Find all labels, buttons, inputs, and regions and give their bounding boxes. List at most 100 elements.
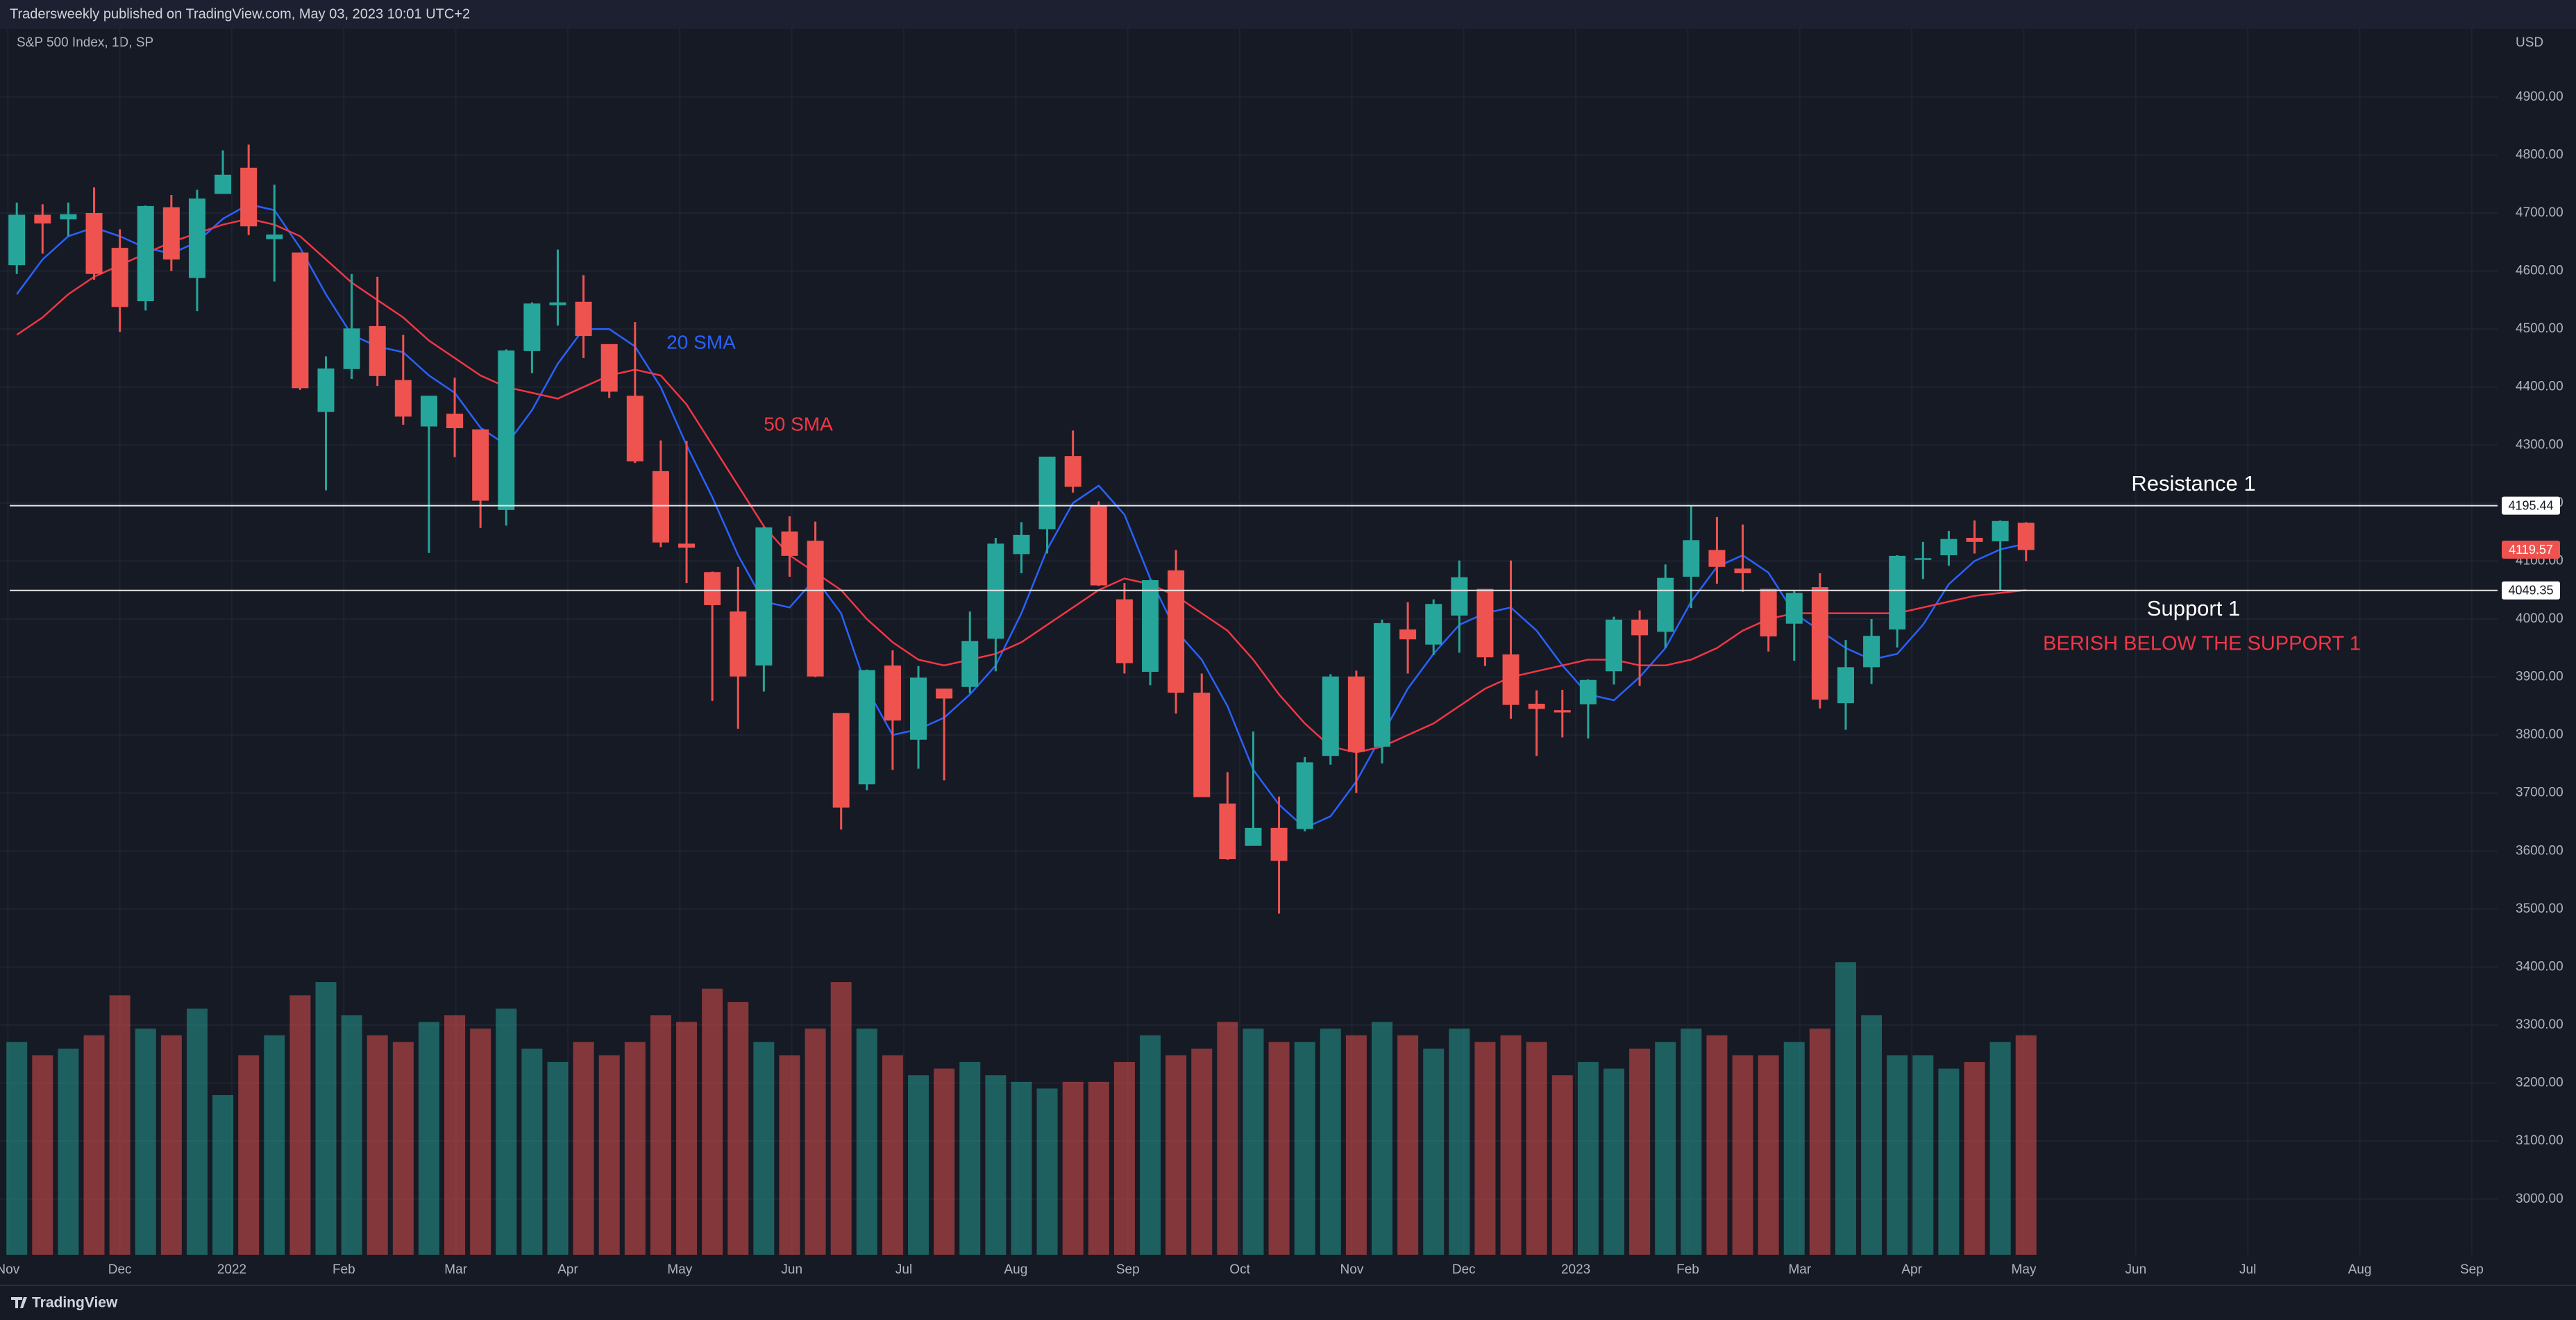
candle-body [1966,537,1983,542]
candle-body [162,207,180,260]
y-tick-label: 3400.00 [2516,959,2564,974]
last-price-label: 4119.57 [2509,543,2553,557]
volume-bar [470,1029,491,1255]
candle-body [1322,676,1339,756]
volume-bar [1113,1062,1135,1255]
volume-bar [1964,1062,1985,1255]
candle-body [2017,523,2035,550]
volume-bar [1938,1068,1960,1255]
x-tick-label: Jul [2239,1262,2256,1277]
volume-bar [830,982,852,1255]
sma-annotation: 20 SMA [666,331,736,353]
candle-body [704,572,721,605]
candle-body [1734,568,1751,573]
volume-bar [1372,1022,1393,1255]
volume-bar [1887,1055,1908,1255]
candle-body [1347,676,1365,752]
volume-bar [32,1055,53,1255]
volume-bar [1320,1029,1341,1255]
volume-bar [418,1022,439,1255]
volume-bar [1809,1029,1830,1255]
candle-body [1245,827,1262,846]
candle-body [188,198,205,278]
x-tick-label: Oct [1229,1262,1250,1277]
volume-bar [1036,1088,1058,1255]
volume-bar [1449,1029,1470,1255]
footer-brand[interactable]: TradingView [32,1295,118,1311]
volume-bar [1423,1048,1445,1255]
volume-bar [2015,1035,2037,1255]
volume-bar [985,1075,1007,1255]
currency-label: USD [2516,35,2543,50]
volume-bar [1191,1048,1213,1255]
y-tick-label: 4800.00 [2516,147,2564,162]
candle-body [266,234,283,239]
y-tick-label: 3900.00 [2516,670,2564,684]
plot-area [0,29,2498,1255]
x-tick-label: May [667,1262,692,1277]
volume-bar [1243,1029,1264,1255]
volume-bar [392,1042,414,1255]
candle-body [34,214,51,223]
x-tick-label: Mar [444,1262,467,1277]
candle-body [1219,803,1236,859]
y-tick-label: 3300.00 [2516,1017,2564,1032]
candle-body [1476,589,1494,658]
y-tick-label: 3200.00 [2516,1076,2564,1090]
candle-body [1374,623,1391,747]
volume-bar [882,1055,903,1255]
candle-body [1064,456,1081,487]
candle-body [626,396,643,462]
footer-logo: TradingView [11,1295,118,1311]
candle-body [781,531,798,556]
candle-body [1528,704,1545,709]
volume-bar [702,988,723,1255]
x-tick-label: Aug [2348,1262,2372,1277]
volume-bar [1783,1042,1805,1255]
x-tick-label: Dec [108,1262,132,1277]
candle-body [1992,521,2009,541]
candle-body [910,677,927,740]
level-annotation: Support 1 [2147,596,2240,620]
y-tick-label: 3500.00 [2516,902,2564,916]
volume-bar [1474,1042,1496,1255]
candle-body [60,214,77,220]
volume-bar [1629,1048,1651,1255]
volume-bar [135,1029,156,1255]
header-text: Tradersweekly published on TradingView.c… [10,6,470,22]
candle-body [1168,570,1185,693]
candle-body [446,414,464,429]
logo-icon [11,1297,27,1308]
candle-body [678,543,696,548]
volume-bar [109,995,131,1255]
candle-body [523,303,541,351]
volume-bar [1500,1035,1522,1255]
candle-body [1683,540,1700,577]
volume-bar [6,1042,28,1255]
x-tick-label: Mar [1788,1262,1811,1277]
candle-body [832,713,850,808]
volume-bar [934,1068,955,1255]
y-tick-label: 4500.00 [2516,321,2564,336]
volume-bar [856,1029,877,1255]
y-tick-label: 3600.00 [2516,843,2564,858]
volume-bar [598,1055,620,1255]
candle-body [1090,506,1107,586]
x-tick-label: 2023 [1561,1262,1590,1277]
x-tick-label: Nov [1340,1262,1364,1277]
y-tick-label: 3800.00 [2516,727,2564,742]
candle-body [600,344,618,392]
candle-body [1657,577,1674,632]
volume-bar [547,1062,569,1255]
volume-bar [1989,1042,2011,1255]
x-tick-label: Apr [557,1262,578,1277]
candle-body [1914,558,1932,560]
candle-body [292,252,309,389]
candle-body [1038,456,1056,530]
volume-bar [727,1001,749,1255]
volume-bar [1681,1029,1702,1255]
x-tick-label: Jun [781,1262,802,1277]
candle-body [1889,555,1906,630]
candle-body [936,688,953,699]
